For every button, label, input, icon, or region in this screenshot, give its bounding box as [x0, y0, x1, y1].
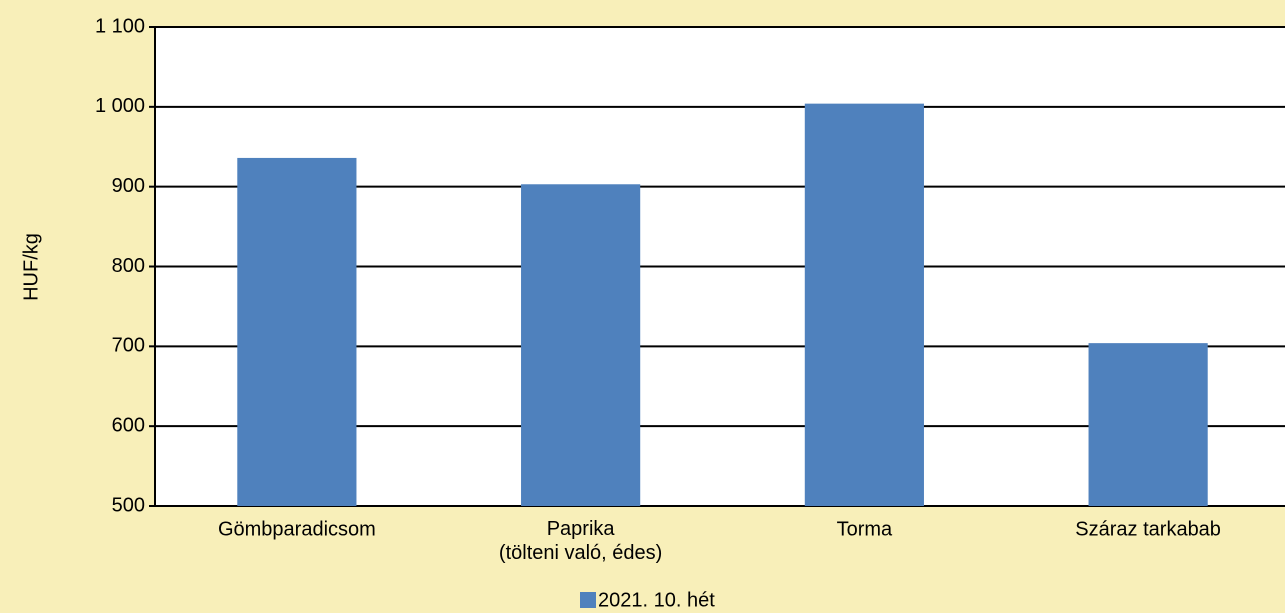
- legend-swatch: [580, 592, 596, 608]
- bar: [521, 184, 641, 506]
- y-axis-label: HUF/kg: [20, 233, 42, 301]
- y-tick-label: 1 100: [95, 15, 145, 37]
- x-tick-label: Gömbparadicsom: [218, 518, 376, 540]
- y-tick-label: 700: [112, 335, 145, 357]
- x-tick-label: Száraz tarkabab: [1075, 518, 1221, 540]
- bar: [1088, 343, 1208, 506]
- y-tick-label: 1 000: [95, 95, 145, 117]
- x-tick-label: Torma: [837, 518, 893, 540]
- x-tick-label: Paprika (tölteni való, édes): [499, 518, 662, 564]
- bar: [237, 157, 357, 506]
- bar: [804, 103, 924, 506]
- legend-label: 2021. 10. hét: [598, 589, 715, 611]
- y-tick-label: 500: [112, 494, 145, 516]
- y-tick-label: 900: [112, 175, 145, 197]
- y-tick-label: 600: [112, 414, 145, 436]
- y-tick-label: 800: [112, 255, 145, 277]
